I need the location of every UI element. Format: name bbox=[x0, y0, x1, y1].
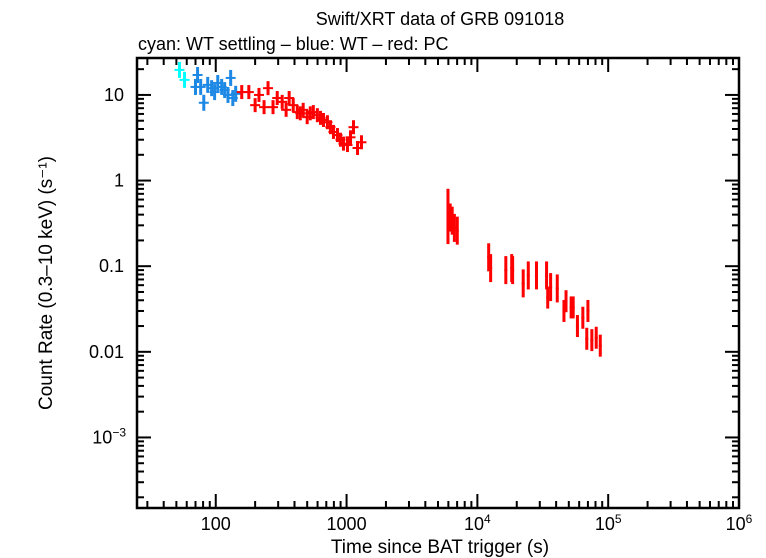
y-tick-label: 10−3 bbox=[92, 425, 126, 447]
chart-subtitle: cyan: WT settling – blue: WT – red: PC bbox=[138, 34, 448, 54]
data-point-wt bbox=[230, 85, 241, 102]
data-point-pc bbox=[555, 274, 559, 303]
data-point-wt bbox=[198, 94, 209, 111]
axis-ticks: 100 1000 104 105 106 10 1 0.1 0.01 10−3 bbox=[89, 58, 753, 534]
data-point-pc bbox=[259, 100, 270, 115]
y-tick-label: 0.01 bbox=[89, 342, 124, 362]
data-point-pc bbox=[284, 91, 295, 106]
chart-title: Swift/XRT data of GRB 091018 bbox=[316, 9, 564, 29]
data-point-pc bbox=[521, 269, 525, 298]
data-point-pc bbox=[585, 327, 589, 350]
data-point-pc bbox=[348, 120, 359, 135]
data-point-pc bbox=[511, 256, 515, 285]
data-point-pc bbox=[281, 102, 292, 117]
data-point-pc bbox=[452, 213, 456, 242]
x-tick-label: 100 bbox=[201, 514, 231, 534]
data-point-wt bbox=[209, 84, 220, 101]
data-point-pc bbox=[571, 296, 575, 319]
data-point-pc bbox=[356, 135, 367, 150]
data-point-pc bbox=[581, 306, 585, 329]
data-point-pc bbox=[586, 299, 590, 322]
data-point-pc bbox=[263, 81, 274, 96]
data-point-pc bbox=[250, 98, 261, 113]
data-point-pc bbox=[298, 102, 309, 117]
data-point-wt bbox=[225, 69, 236, 86]
data-point-pc bbox=[598, 334, 602, 357]
plot-frame bbox=[135, 56, 741, 510]
data-point-wt bbox=[192, 66, 203, 83]
y-tick-label: 1 bbox=[114, 171, 124, 191]
data-point-pc bbox=[277, 94, 288, 109]
data-point-wt-settling bbox=[179, 71, 190, 88]
data-point-wt-settling bbox=[174, 61, 185, 78]
data-point-pc bbox=[590, 329, 594, 352]
data-point-pc bbox=[594, 326, 598, 349]
data-point-pc bbox=[455, 216, 459, 245]
data-point-pc bbox=[446, 188, 450, 217]
x-tick-label: 104 bbox=[464, 512, 491, 534]
data-point-pc bbox=[564, 290, 568, 313]
data-point-pc bbox=[243, 85, 254, 100]
data-point-pc bbox=[575, 315, 579, 338]
x-axis-label: Time since BAT trigger (s) bbox=[331, 537, 549, 558]
data-points bbox=[174, 61, 602, 357]
x-tick-label: 105 bbox=[595, 512, 622, 534]
data-point-pc bbox=[534, 261, 538, 290]
data-point-pc bbox=[489, 254, 493, 283]
data-point-pc bbox=[342, 138, 353, 153]
data-point-pc bbox=[546, 286, 550, 309]
data-point-wt bbox=[195, 78, 206, 95]
data-point-pc bbox=[549, 273, 553, 302]
data-point-pc bbox=[545, 261, 549, 290]
data-point-pc bbox=[504, 256, 508, 285]
y-axis-label: Count Rate (0.3–10 keV) (s⁻¹) bbox=[36, 156, 57, 410]
data-point-pc bbox=[526, 261, 530, 290]
data-point-pc bbox=[345, 130, 356, 145]
x-tick-label: 106 bbox=[726, 512, 753, 534]
y-tick-label: 10 bbox=[104, 85, 124, 105]
data-point-pc bbox=[253, 87, 264, 102]
x-tick-label: 1000 bbox=[327, 514, 367, 534]
y-tick-label: 0.1 bbox=[99, 256, 124, 276]
data-point-pc bbox=[268, 100, 279, 115]
